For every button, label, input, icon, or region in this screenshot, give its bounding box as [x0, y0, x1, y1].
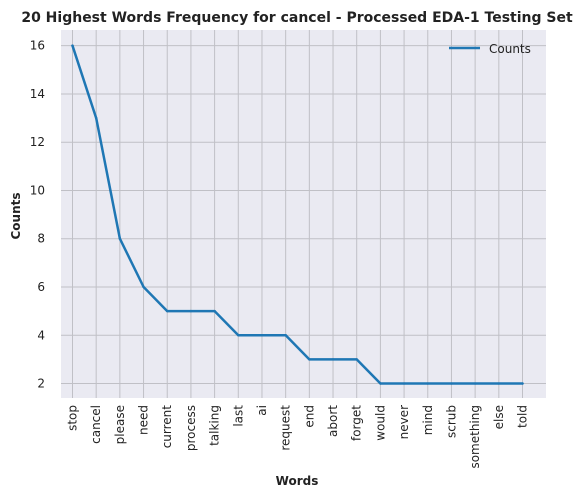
x-axis-label: Words [276, 474, 319, 488]
data-point [331, 358, 335, 361]
x-tick-label: process [184, 405, 198, 451]
x-tick-label: abort [326, 405, 340, 437]
x-tick-label: mind [421, 405, 435, 435]
data-point [94, 116, 98, 120]
data-point [355, 358, 358, 361]
data-point [189, 309, 193, 313]
x-tick-label: ai [255, 405, 269, 416]
data-point [426, 382, 429, 385]
x-tick-label: please [113, 405, 127, 444]
x-tick-label: something [468, 405, 482, 469]
y-tick-label: 6 [37, 280, 45, 294]
x-tick-label: talking [208, 405, 222, 446]
y-tick-label: 14 [30, 87, 45, 101]
data-point [402, 382, 406, 385]
grid [61, 30, 546, 398]
x-tick-label: forget [350, 405, 364, 441]
data-point [71, 44, 74, 47]
series-line [71, 44, 524, 385]
plot-area [61, 30, 546, 398]
data-point [473, 382, 477, 385]
data-point [284, 334, 287, 337]
y-tick-label: 12 [30, 135, 45, 149]
chart-title: 20 Highest Words Frequency for cancel - … [21, 10, 573, 26]
x-tick-label: last [231, 405, 245, 427]
x-tick-label: stop [66, 405, 80, 431]
data-point [260, 334, 264, 337]
x-axis-ticks: stop cancel please need current process talkin… [66, 405, 530, 469]
x-tick-label: never [397, 405, 411, 439]
x-tick-label: current [160, 405, 174, 449]
y-tick-label: 2 [37, 377, 45, 391]
x-tick-label: else [492, 405, 506, 429]
x-tick-label: scrub [444, 405, 458, 438]
x-tick-label: told [516, 405, 530, 428]
y-tick-label: 4 [37, 328, 45, 342]
x-tick-label: end [302, 405, 316, 428]
data-point [118, 237, 122, 240]
data-point [379, 382, 382, 385]
y-axis-ticks: 2 4 6 8 10 12 14 16 [30, 39, 45, 391]
legend-label: Counts [489, 42, 531, 56]
legend: Counts [449, 42, 531, 56]
y-tick-label: 8 [37, 232, 45, 246]
data-point [521, 382, 524, 385]
data-point [213, 309, 216, 313]
data-point [142, 285, 145, 289]
data-point [166, 309, 169, 313]
x-tick-label: would [373, 405, 387, 441]
y-tick-label: 10 [30, 183, 45, 197]
series-layer [71, 44, 524, 385]
data-point [497, 382, 501, 385]
y-axis-label: Counts [9, 192, 23, 239]
data-point [450, 382, 453, 385]
data-point [308, 358, 311, 361]
data-point [237, 334, 240, 337]
x-tick-label: cancel [89, 405, 103, 444]
x-tick-label: request [279, 405, 293, 451]
y-tick-label: 16 [30, 39, 45, 53]
x-tick-label: need [137, 405, 151, 435]
